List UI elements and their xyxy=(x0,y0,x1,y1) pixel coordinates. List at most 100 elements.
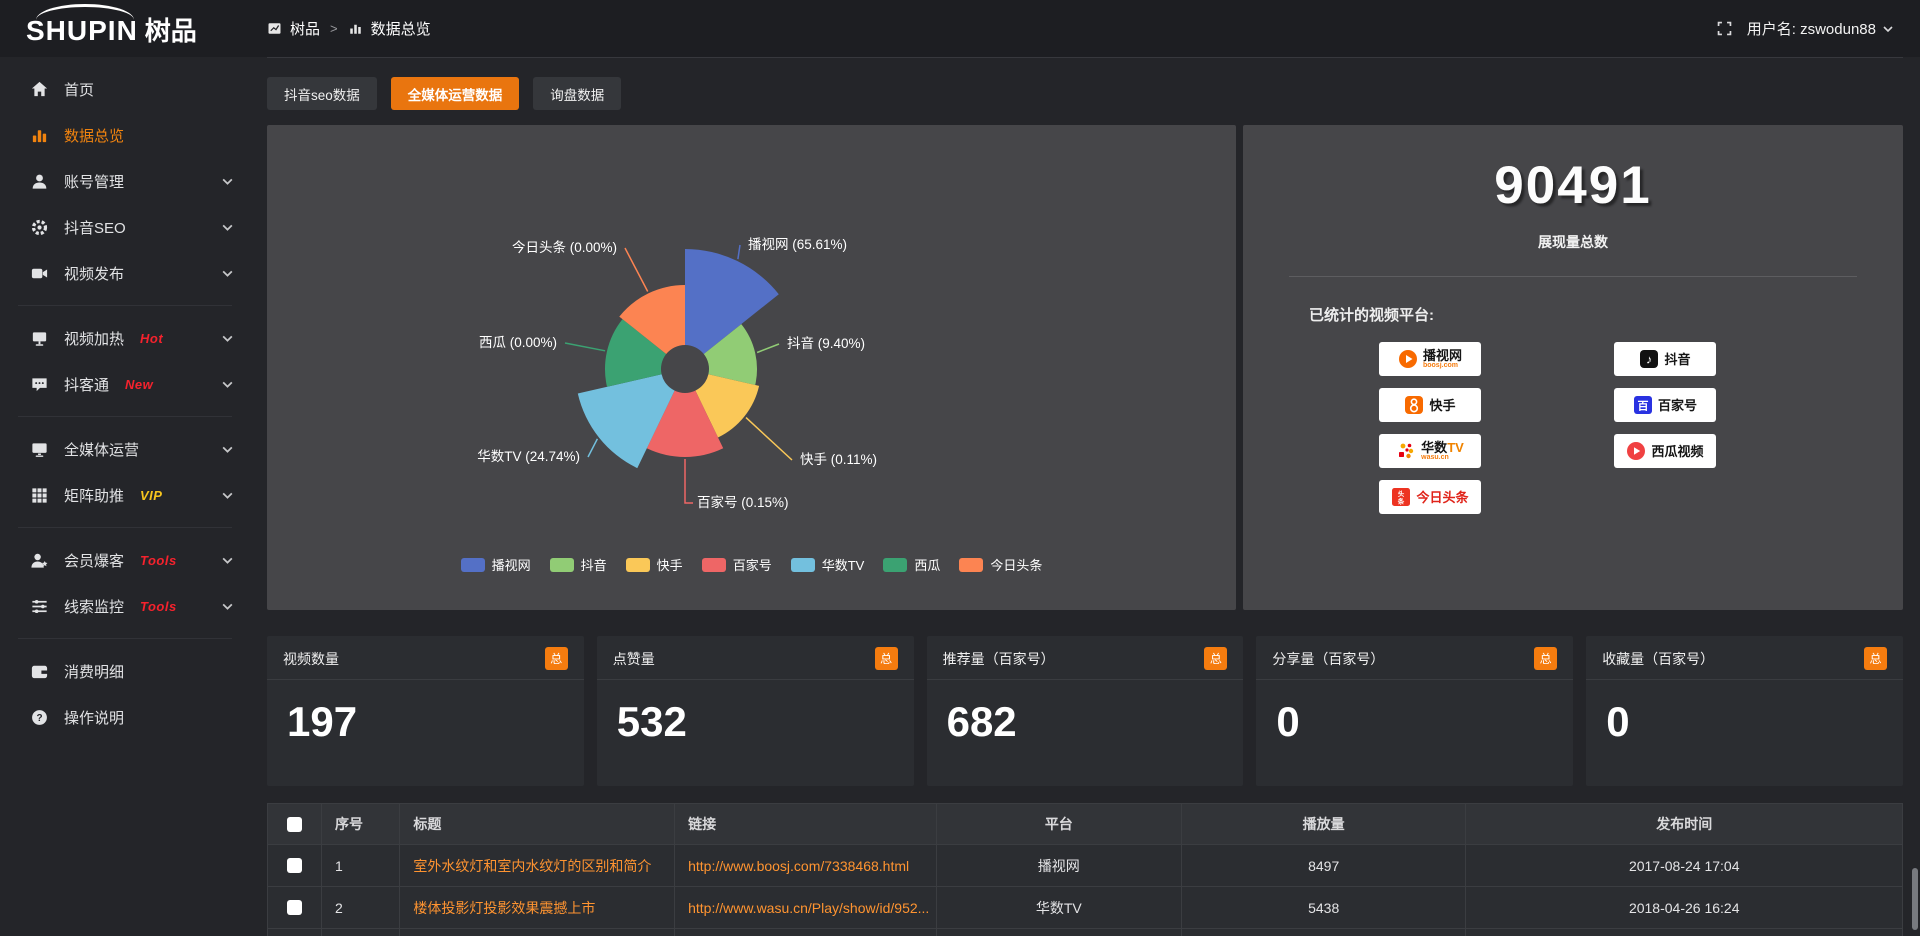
platform-badge-toutiao: 头条今日头条 xyxy=(1379,480,1481,514)
chevron-down-icon xyxy=(221,489,234,502)
stat-card-label: 收藏量（百家号） xyxy=(1602,650,1715,667)
sidebar-item-tag: New xyxy=(125,376,154,392)
chevron-down-icon xyxy=(1882,23,1894,35)
plays-cell: 5438 xyxy=(1180,886,1467,929)
sidebar-item-data-overview[interactable]: 数据总览 xyxy=(0,112,250,158)
breadcrumb: 树品 > 数据总览 xyxy=(267,0,431,57)
pie-slice[interactable] xyxy=(695,374,760,438)
platform-name-stack: 播视网 boosj.com xyxy=(1423,349,1462,370)
sidebar-item-expense-details[interactable]: 消费明细 xyxy=(0,648,250,694)
row-checkbox[interactable] xyxy=(286,900,302,915)
stat-card-1: 视频数量 总 197 xyxy=(267,636,584,786)
chart-legend: 播视网 抖音 快手 百家号 华数TV 西瓜 今日头条 xyxy=(267,555,1236,574)
video-url-link[interactable]: http://www.wasu.cn/Play/show/id/952... xyxy=(674,886,937,929)
legend-label: 华数TV xyxy=(821,558,865,573)
pie-label: 抖音 (9.40%) xyxy=(787,335,865,351)
select-all-checkbox[interactable] xyxy=(286,816,302,832)
legend-item[interactable]: 抖音 xyxy=(549,555,607,574)
sidebar-item-label: 线索监控 xyxy=(64,598,125,616)
platform-name: 西瓜视频 xyxy=(1651,443,1704,459)
help-icon: ? xyxy=(30,708,49,727)
stat-card-header: 收藏量（百家号） 总 xyxy=(1586,636,1903,680)
platform-badge-kuaishou: 快手 xyxy=(1379,388,1481,422)
legend-item[interactable]: 今日头条 xyxy=(959,555,1042,574)
user-menu[interactable]: 用户名: zswodun88 xyxy=(1747,18,1894,39)
publish-time-cell: 2018-04-26 16:24 xyxy=(1465,886,1903,929)
stat-card-header: 分享量（百家号） 总 xyxy=(1256,636,1574,680)
table-row[interactable]: 2 楼体投影灯投影效果震撼上市 http://www.wasu.cn/Play/sh… xyxy=(267,886,1903,929)
topbar: SHUPIN 树品 树品 > 数据总览 用户名: zswodun88 xyxy=(0,0,1920,58)
sidebar-item-homepage[interactable]: 首页 xyxy=(0,66,250,112)
stat-card-header: 点赞量 总 xyxy=(596,636,914,680)
sidebar-item-matrix-boost[interactable]: 矩阵助推 VIP xyxy=(0,472,250,518)
chevron-down-icon xyxy=(221,554,234,567)
platform-name-accent: TV xyxy=(1447,439,1464,455)
bar-chart-icon xyxy=(348,21,363,36)
fullscreen-icon[interactable] xyxy=(1716,20,1733,37)
row-checkbox[interactable] xyxy=(286,858,302,873)
sidebar-item-label: 消费明细 xyxy=(64,663,125,681)
sidebar-item-operation-guide[interactable]: ? 操作说明 xyxy=(0,694,250,740)
sidebar-item-label: 视频发布 xyxy=(64,265,125,283)
legend-item[interactable]: 播视网 xyxy=(460,555,531,574)
sidebar-item-member-baoke[interactable]: 会员爆客 Tools xyxy=(0,537,250,583)
pie-slice[interactable] xyxy=(605,319,667,387)
douyin-logo-icon: ♪ xyxy=(1639,349,1659,369)
sidebar-item-tag: Hot xyxy=(140,330,164,346)
table-header-row: 序号 标题 链接 平台 播放量 发布时间 xyxy=(267,803,1903,845)
sidebar-item-video-publish[interactable]: 视频发布 xyxy=(0,250,250,296)
tab-2[interactable]: 全媒体运营数据 xyxy=(390,77,520,110)
plays-cell: 8497 xyxy=(1180,844,1467,887)
legend-item[interactable]: 快手 xyxy=(625,555,683,574)
pie-label-line xyxy=(756,343,780,354)
sidebar-item-douketong[interactable]: 抖客通 New xyxy=(0,361,250,407)
sidebar-item-account-management[interactable]: 账号管理 xyxy=(0,158,250,204)
legend-item[interactable]: 华数TV xyxy=(790,555,865,574)
legend-label: 百家号 xyxy=(732,558,772,573)
pie-slice[interactable] xyxy=(619,285,685,354)
video-url-link[interactable]: http://www.boosj.com/7338468.html xyxy=(674,844,937,887)
table-row[interactable]: 1 室外水纹灯和室内水纹灯的区别和简介 http://www.boosj.com/7… xyxy=(267,844,1903,887)
sidebar-item-lead-monitoring[interactable]: 线索监控 Tools xyxy=(0,583,250,629)
app-logo[interactable]: SHUPIN 树品 xyxy=(26,4,197,48)
total-badge: 总 xyxy=(874,647,898,670)
impressions-total-value: 90491 xyxy=(1494,156,1652,215)
pie-label-line xyxy=(624,247,649,292)
stat-card-header: 视频数量 总 xyxy=(267,636,584,680)
legend-swatch xyxy=(460,557,485,572)
legend-item[interactable]: 百家号 xyxy=(701,555,772,574)
svg-text:百: 百 xyxy=(1637,399,1648,412)
pie-label: 百家号 (0.15%) xyxy=(697,494,789,510)
pie-slice[interactable] xyxy=(577,374,675,469)
empty-cell xyxy=(1465,928,1903,936)
pie-slice[interactable] xyxy=(646,390,724,458)
tab-1[interactable]: 抖音seo数据 xyxy=(267,77,377,110)
svg-text:条: 条 xyxy=(1398,497,1405,506)
sidebar-item-omnimedia-operation[interactable]: 全媒体运营 xyxy=(0,426,250,472)
pie-slice[interactable] xyxy=(685,249,779,354)
sidebar-item-douyin-seo[interactable]: 抖音SEO xyxy=(0,204,250,250)
legend-item[interactable]: 西瓜 xyxy=(883,555,940,574)
scrollbar-thumb[interactable] xyxy=(1912,868,1918,930)
sidebar-item-video-heating[interactable]: 视频加热 Hot xyxy=(0,315,250,361)
platform-name: 抖音 xyxy=(1664,351,1691,367)
platform-share-chart-panel: 播视网 (65.61%) 抖音 (9.40%) 快手 (0.11%) 百家号 (0.1… xyxy=(267,125,1236,610)
row-checkbox-cell xyxy=(267,928,322,936)
pie-label: 华数TV (24.74%) xyxy=(477,449,580,464)
video-title-link[interactable]: 楼体投影灯投影效果震撼上市 xyxy=(399,886,676,929)
grid-icon xyxy=(30,486,49,505)
pie-slice[interactable] xyxy=(703,324,758,385)
rose-pie-chart: 播视网 (65.61%) 抖音 (9.40%) 快手 (0.11%) 百家号 (0.1… xyxy=(477,237,877,510)
breadcrumb-root[interactable]: 树品 xyxy=(290,21,321,38)
kuaishou-logo-icon xyxy=(1404,395,1424,415)
tab-3[interactable]: 询盘数据 xyxy=(533,77,622,110)
pie-label-line xyxy=(564,342,606,352)
empty-cell xyxy=(935,928,1182,936)
stat-card-4: 分享量（百家号） 总 0 xyxy=(1256,636,1574,786)
legend-swatch xyxy=(790,557,815,572)
row-checkbox-cell xyxy=(267,844,322,887)
video-title-link[interactable]: 室外水纹灯和室内水纹灯的区别和简介 xyxy=(399,844,676,887)
table-row-partial xyxy=(267,928,1903,936)
stat-card-label: 推荐量（百家号） xyxy=(942,650,1055,667)
total-badge: 总 xyxy=(1863,647,1887,670)
